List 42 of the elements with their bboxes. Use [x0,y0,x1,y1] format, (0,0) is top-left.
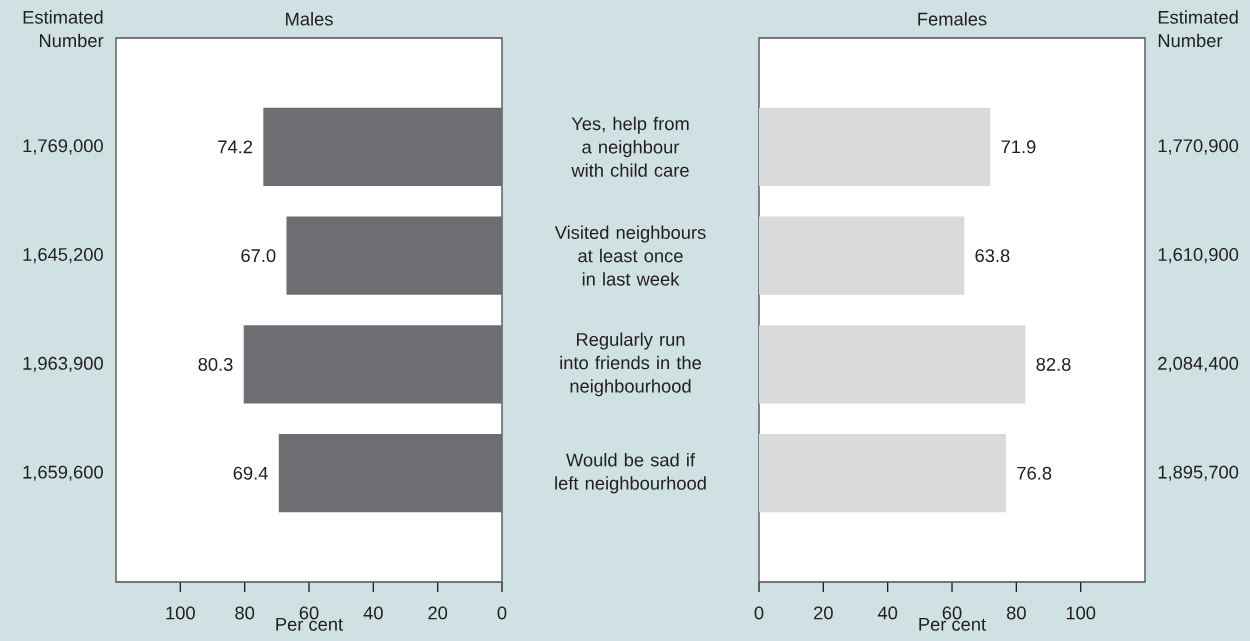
x-tick-label: 100 [166,606,195,620]
x-tick-label: 20 [814,606,833,620]
data-label: 71.9 [1001,140,1036,154]
data-label: 63.8 [975,249,1010,263]
x-tick-label: 100 [1066,606,1096,620]
y-tick-label: Would be sad if left neighbourhood [555,452,706,494]
text: 1,770,900 [1158,139,1239,155]
text: 1,895,700 [1158,465,1239,481]
data-label: 82.8 [1036,357,1071,371]
bar [286,216,502,295]
x-tick-label: 0 [754,606,764,620]
y-tick-label: Regularly run into friends in the neighbourhood [560,332,701,397]
x-tick-label: 20 [428,606,448,620]
y-tick-label: Yes, help from a neighbour with child care [571,116,689,177]
chart-title: Females [918,12,987,26]
bar [759,216,965,295]
x-tick-label: 0 [497,606,507,620]
bar [278,434,502,513]
data-label: 67.0 [241,249,276,263]
y-axis-title: Estimated Number [23,10,104,48]
x-tick-label: 80 [235,606,255,620]
bar [759,434,1007,513]
text: 1,769,000 [23,139,103,155]
text: 2,084,400 [1158,356,1239,372]
data-label: 69.4 [233,466,268,480]
x-tick-label: 40 [363,606,383,620]
text: 1,963,900 [23,356,103,372]
bar [263,107,502,186]
text: 1,645,200 [23,248,103,264]
text: 1,610,900 [1158,248,1239,264]
bar [759,107,991,186]
data-label: 76.8 [1017,466,1052,480]
bar [243,325,502,404]
text: 1,659,600 [23,465,103,481]
y-axis-title: Estimated Number [1158,10,1238,48]
bar [759,325,1026,404]
data-label: 80.3 [198,357,233,371]
data-label: 74.2 [218,140,253,154]
chart-title: Males [286,12,333,26]
x-tick-label: 80 [1006,606,1026,620]
x-tick-label: 40 [877,606,898,620]
y-tick-label: Visited neighbours at least once in last week [554,225,706,286]
